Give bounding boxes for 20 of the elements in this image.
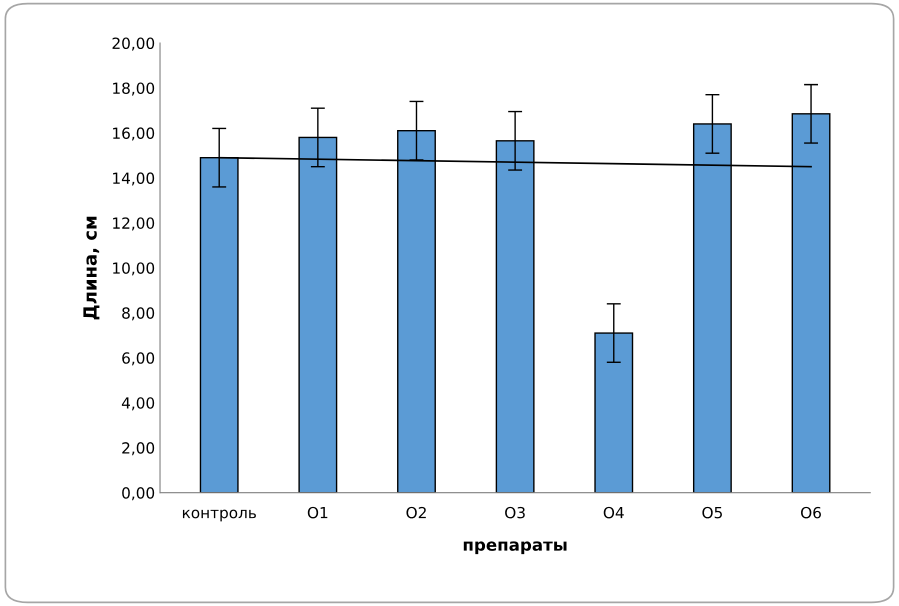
y-tick-label: 16,00 xyxy=(113,127,154,141)
x-tick-label: O5 xyxy=(702,506,722,518)
x-tick-label: O1 xyxy=(308,506,328,518)
y-tick-label: 12,00 xyxy=(113,217,154,230)
x-axis-title: препараты xyxy=(464,541,566,554)
y-tick-label: 2,00 xyxy=(122,442,154,456)
y-axis-title: Длина, см xyxy=(83,216,100,320)
x-tick-label: контроль xyxy=(182,510,256,522)
x-tick-label: O4 xyxy=(604,506,624,518)
y-tick-label: 14,00 xyxy=(113,172,154,186)
x-tick-label: O2 xyxy=(406,506,426,518)
x-tick-label: O3 xyxy=(505,506,525,518)
y-tick-label: 18,00 xyxy=(113,82,154,96)
y-tick-label: 4,00 xyxy=(122,397,154,410)
x-tick-label: O6 xyxy=(801,506,821,518)
y-tick-label: 10,00 xyxy=(113,262,154,276)
y-tick-label: 20,00 xyxy=(112,37,154,51)
y-tick-label: 6,00 xyxy=(122,352,154,366)
y-tick-label: 0,00 xyxy=(122,487,154,500)
y-tick-label: 8,00 xyxy=(122,307,154,320)
